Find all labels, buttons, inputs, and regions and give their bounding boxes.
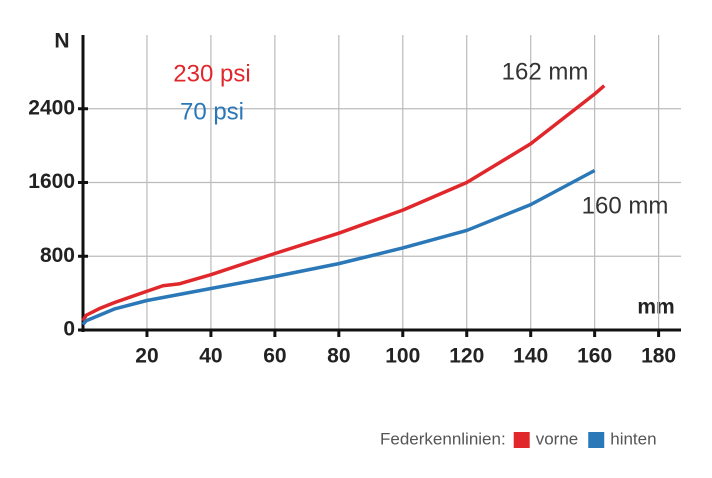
x-tick-label: 160 [577, 345, 612, 368]
line-series [81, 168, 596, 326]
legend-swatch [513, 432, 530, 448]
x-tick-label: 80 [327, 345, 350, 368]
legend-title: Federkennlinien: [380, 429, 506, 448]
legend-label: vorne [536, 429, 579, 448]
line-series [81, 84, 606, 322]
x-tick-label: 180 [641, 345, 676, 368]
x-axis-label: mm [637, 296, 674, 319]
x-tick-label: 20 [135, 345, 158, 368]
annotation: 162 mm [502, 58, 589, 85]
annotation: 160 mm [582, 192, 669, 219]
y-tick-label: 800 [40, 244, 75, 267]
y-tick-label: 1600 [28, 170, 75, 193]
x-tick-label: 40 [199, 345, 222, 368]
legend-swatch [588, 432, 605, 448]
annotation: 230 psi [173, 60, 250, 87]
y-tick-label: 2400 [28, 96, 75, 119]
x-tick-label: 120 [449, 345, 484, 368]
annotation: 70 psi [180, 98, 244, 125]
y-axis-label: N [54, 30, 69, 53]
x-tick-label: 140 [513, 345, 548, 368]
legend-label: hinten [610, 429, 656, 448]
y-tick-label: 0 [63, 318, 75, 341]
x-tick-label: 60 [263, 345, 286, 368]
x-tick-label: 100 [385, 345, 420, 368]
